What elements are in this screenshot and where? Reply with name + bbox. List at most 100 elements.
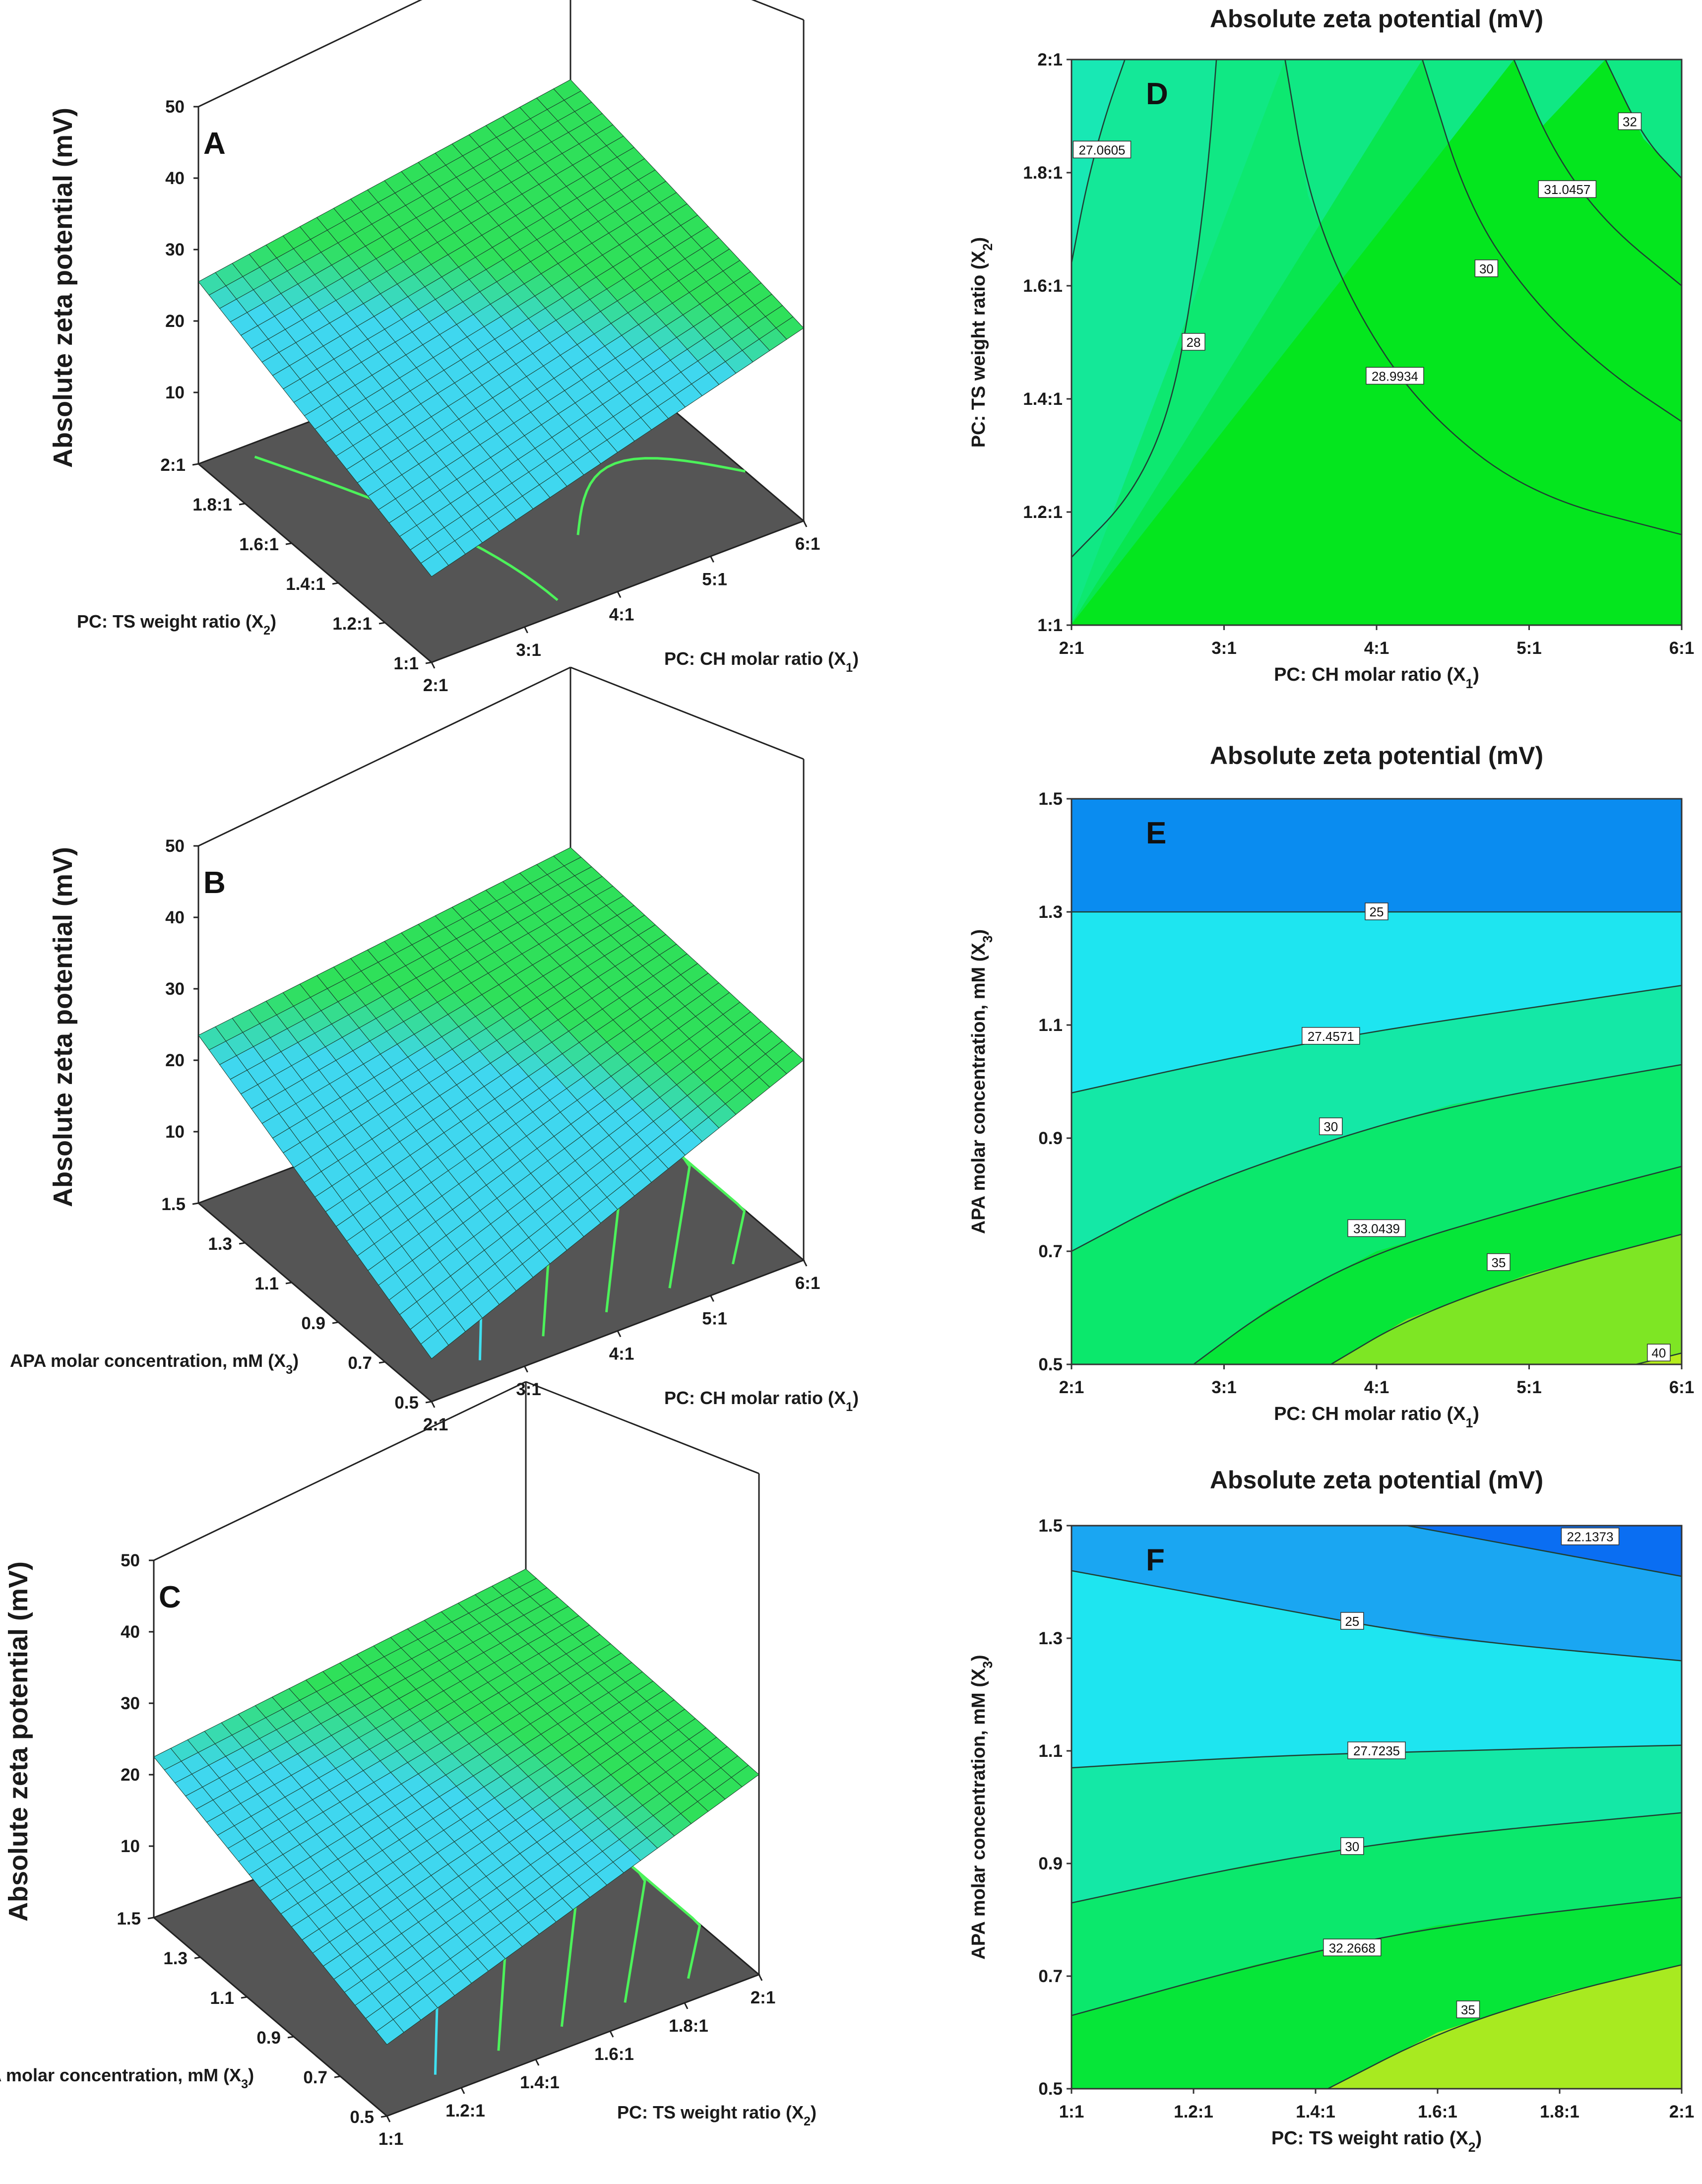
contour-label-box: [1319, 1117, 1343, 1135]
box-edge: [198, 0, 423, 108]
box-edge: [153, 1381, 526, 1561]
y-tick-label: 2:1: [1037, 50, 1063, 69]
contour-label-box: [1340, 1612, 1364, 1630]
contour-label: 27.0605: [1079, 142, 1126, 157]
panel-letter: B: [203, 866, 226, 900]
y-axis-label: APA molar concentration, mM (X3): [968, 1655, 995, 1959]
x-tick-label: 3:1: [1211, 1378, 1237, 1397]
y-axis-label: PC: TS weight ratio (X2): [968, 237, 995, 448]
y-tick-label: 0.9: [1038, 1129, 1063, 1148]
surface-panel-C: 10 20 30 40 50 Absolute zeta potential (mV) C 1…: [0, 1381, 817, 2149]
contour-line: [1330, 1233, 1682, 1364]
x-tick-label: 1.4:1: [520, 2073, 560, 2092]
contour-label: 31.0457: [1544, 182, 1590, 197]
contour-label: 30: [1324, 1119, 1338, 1134]
contour-label-box: [1647, 1344, 1671, 1361]
contour-band: [1072, 1965, 1682, 2089]
y-tick-label: 0.9: [1038, 1854, 1063, 1873]
z-tick-label: 20: [165, 1051, 185, 1070]
y-axis-label: PC: TS weight ratio (X2): [77, 611, 276, 638]
y-axis-label: APA molar concentration, mM (X3): [968, 929, 995, 1234]
contour-label-box: [1538, 180, 1597, 198]
z-tick-label: 50: [165, 836, 185, 856]
x-tick-label: 6:1: [1669, 1378, 1695, 1397]
plot-frame: [1071, 1525, 1683, 2090]
x-tick-mark: [710, 556, 714, 563]
x-tick-label: 4:1: [609, 605, 634, 625]
contour-line: [1513, 60, 1682, 286]
chart-title: Absolute zeta potential (mV): [1210, 1466, 1543, 1494]
y-tick-label: 1.3: [1038, 1629, 1063, 1648]
y-axis-label: APA molar concentration, mM (X3): [0, 2065, 254, 2091]
contour-label: 32: [1623, 114, 1637, 129]
y-tick-label: 1.8:1: [1023, 163, 1063, 183]
x-tick-label: 6:1: [795, 1274, 820, 1293]
y-tick-label: 0.7: [1038, 1242, 1063, 1261]
contour-label-box: [1474, 259, 1499, 277]
x-tick-label: 6:1: [1669, 639, 1695, 658]
z-tick-label: 40: [165, 169, 185, 188]
x-tick-mark: [431, 1401, 436, 1408]
response-surface: [198, 847, 804, 1359]
contour-line: [1072, 1812, 1682, 1904]
z-axis-label: Absolute zeta potential (mV): [48, 847, 78, 1207]
z-tick-label: 40: [165, 908, 185, 927]
contour-label: 40: [1651, 1346, 1666, 1360]
y-tick-mark: [192, 1202, 199, 1205]
y-tick-label: 2:1: [160, 455, 186, 475]
x-tick-label: 1.8:1: [669, 2016, 708, 2036]
plot-area: [1072, 799, 1682, 1364]
x-tick-mark: [684, 2002, 689, 2009]
contour-label: 25: [1370, 904, 1384, 919]
x-tick-label: 2:1: [1059, 1378, 1084, 1397]
y-tick-label: 1.6:1: [1023, 276, 1063, 296]
x-tick-mark: [617, 591, 622, 598]
contour-label-box: [1618, 112, 1642, 130]
contour-label-box: [1072, 140, 1132, 159]
response-surface: [198, 79, 804, 577]
contour-label-box: [1347, 1741, 1406, 1759]
y-tick-label: 1.1: [254, 1274, 279, 1293]
y-tick-label: 1.5: [1038, 789, 1063, 809]
y-tick-mark: [285, 542, 292, 545]
contour-label: 35: [1461, 2002, 1475, 2017]
z-tick-label: 40: [121, 1622, 140, 1642]
contour-line: [1072, 1744, 1682, 1769]
contour-label-box: [1487, 1253, 1511, 1271]
surface-cell: [775, 1050, 804, 1074]
x-tick-mark: [803, 520, 808, 527]
contour-line: [1072, 1064, 1682, 1252]
y-tick-mark: [380, 2115, 387, 2118]
y-tick-label: 1.5: [161, 1195, 186, 1214]
y-axis-label: APA molar concentration, mM (X3): [10, 1350, 299, 1377]
x-tick-label: 1.2:1: [1174, 2102, 1213, 2121]
x-tick-mark: [460, 2087, 465, 2094]
y-tick-label: 1.1: [1038, 1016, 1063, 1035]
contour-label-box: [1182, 333, 1205, 351]
x-tick-mark: [386, 2116, 391, 2122]
x-tick-label: 1.2:1: [445, 2101, 485, 2120]
x-tick-label: 4:1: [609, 1345, 634, 1364]
chart-title: Absolute zeta potential (mV): [1210, 5, 1543, 33]
contour-label-box: [1302, 1027, 1360, 1045]
contour-label: 30: [1345, 1839, 1359, 1854]
panel-letter: F: [1146, 1543, 1165, 1577]
z-tick-label: 30: [165, 240, 185, 259]
contour-label: 30: [1479, 261, 1494, 276]
x-tick-mark: [617, 1330, 622, 1338]
box-edge: [570, 666, 804, 760]
contour-line: [1327, 1964, 1682, 2089]
z-tick-label: 20: [165, 312, 185, 331]
z-tick-label: 50: [165, 97, 185, 117]
y-tick-label: 0.5: [1038, 2079, 1063, 2099]
y-tick-mark: [239, 503, 246, 506]
y-tick-label: 0.7: [303, 2068, 327, 2087]
x-tick-mark: [524, 1366, 528, 1373]
panel-letter: C: [159, 1580, 181, 1614]
y-tick-label: 1.1: [1038, 1741, 1063, 1761]
y-tick-mark: [192, 463, 199, 466]
y-tick-label: 1.4:1: [286, 575, 325, 594]
x-tick-label: 3:1: [1211, 639, 1237, 658]
contour-label: 28.9934: [1372, 369, 1418, 384]
